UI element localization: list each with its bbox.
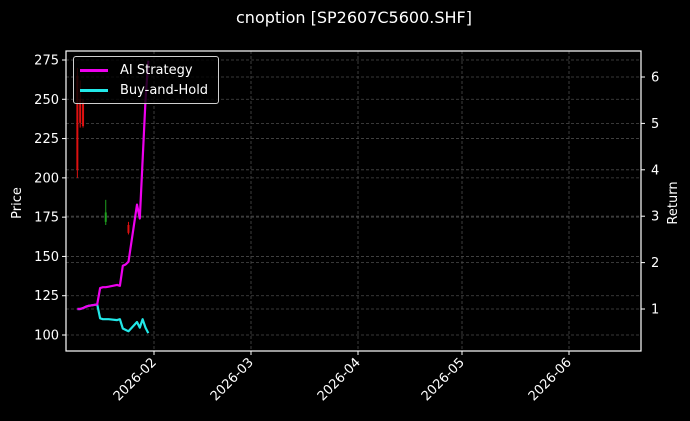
svg-text:2026-06: 2026-06: [526, 355, 575, 404]
svg-text:2026-04: 2026-04: [315, 355, 364, 404]
series-lines: [77, 60, 150, 334]
legend: AI Strategy Buy-and-Hold: [73, 56, 219, 104]
legend-label: Buy-and-Hold: [120, 82, 209, 98]
svg-text:150: 150: [34, 250, 59, 265]
svg-text:2026-03: 2026-03: [208, 355, 257, 404]
left-axis-ticks: 100 125 150 175 200 225 250 275: [34, 54, 66, 344]
svg-text:275: 275: [34, 54, 59, 69]
chart-title: cnoption [SP2607C5600.SHF]: [236, 8, 472, 27]
right-axis-ticks: 1 2 3 4 5 6: [641, 71, 659, 318]
svg-text:250: 250: [34, 93, 59, 108]
svg-text:125: 125: [34, 289, 59, 304]
svg-text:5: 5: [651, 117, 659, 132]
svg-text:225: 225: [34, 132, 59, 147]
buy-and-hold-swatch-icon: [80, 88, 108, 92]
svg-text:175: 175: [34, 211, 59, 226]
legend-item-ai-strategy: AI Strategy: [80, 60, 193, 80]
svg-text:1: 1: [651, 303, 659, 318]
svg-text:100: 100: [34, 329, 59, 344]
svg-text:6: 6: [651, 71, 659, 86]
plot-frame: [65, 50, 642, 352]
ai-strategy-swatch-icon: [80, 68, 108, 72]
svg-text:2: 2: [651, 256, 659, 271]
svg-text:4: 4: [651, 163, 659, 178]
legend-item-buy-and-hold: Buy-and-Hold: [80, 80, 208, 100]
svg-text:3: 3: [651, 210, 659, 225]
y-axis-label: Price: [10, 187, 25, 219]
x-axis-ticks: 2026-02 2026-03 2026-04 2026-05 2026-06: [111, 351, 575, 404]
svg-text:200: 200: [34, 171, 59, 186]
y2-axis-label: Return: [666, 181, 681, 224]
svg-text:2026-05: 2026-05: [419, 355, 468, 404]
svg-text:2026-02: 2026-02: [111, 355, 160, 404]
legend-label: AI Strategy: [120, 62, 193, 78]
